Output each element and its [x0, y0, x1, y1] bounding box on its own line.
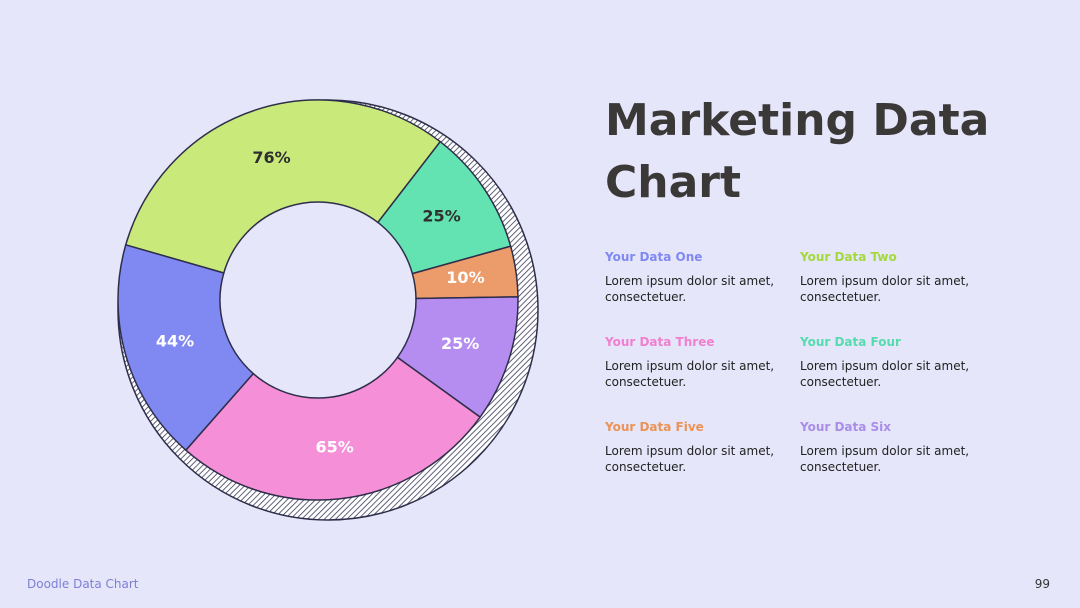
- legend-name: Your Data Six: [800, 420, 892, 434]
- slice-label: 65%: [315, 438, 353, 457]
- legend-text: Lorem ipsum dolor sit amet, consectetuer…: [605, 274, 775, 304]
- donut-slice: [184, 356, 482, 501]
- legend-text: Lorem ipsum dolor sit amet, consectetuer…: [800, 359, 970, 389]
- legend-text: Lorem ipsum dolor sit amet, consectetuer…: [605, 444, 775, 474]
- legend-item: Your Data Two Lorem ipsum dolor sit amet,…: [800, 250, 995, 305]
- slice-label: 10%: [446, 268, 484, 287]
- footer-label: Doodle Data Chart: [27, 577, 139, 591]
- legend-name: Your Data Five: [605, 420, 704, 434]
- legend-item: Your Data One Lorem ipsum dolor sit amet,…: [605, 250, 800, 305]
- legend-text: Lorem ipsum dolor sit amet, consectetuer…: [605, 359, 775, 389]
- title: Marketing Data Chart: [605, 95, 990, 208]
- legend-text: Lorem ipsum dolor sit amet, consectetuer…: [800, 274, 970, 304]
- slice-label: 76%: [252, 148, 290, 167]
- legend-name: Your Data One: [605, 250, 703, 264]
- slice-label: 25%: [422, 206, 460, 225]
- donut-slice: [124, 99, 442, 274]
- legend-item: Your Data Four Lorem ipsum dolor sit amet…: [800, 335, 995, 390]
- donut-slice: [117, 243, 255, 452]
- legend-item: Your Data Five Lorem ipsum dolor sit amet…: [605, 420, 800, 475]
- slice-label: 25%: [441, 334, 479, 353]
- legend-text: Lorem ipsum dolor sit amet, consectetuer…: [800, 444, 970, 474]
- legend-item: Your Data Three Lorem ipsum dolor sit ame…: [605, 335, 800, 390]
- legend-name: Your Data Three: [605, 335, 715, 349]
- slice-label: 44%: [156, 331, 194, 350]
- page-number: 99: [1034, 577, 1050, 591]
- legend: Your Data One Lorem ipsum dolor sit amet,…: [605, 250, 995, 475]
- legend-item: Your Data Six Lorem ipsum dolor sit amet,…: [800, 420, 995, 475]
- legend-name: Your Data Two: [800, 250, 897, 264]
- legend-name: Your Data Four: [800, 335, 901, 349]
